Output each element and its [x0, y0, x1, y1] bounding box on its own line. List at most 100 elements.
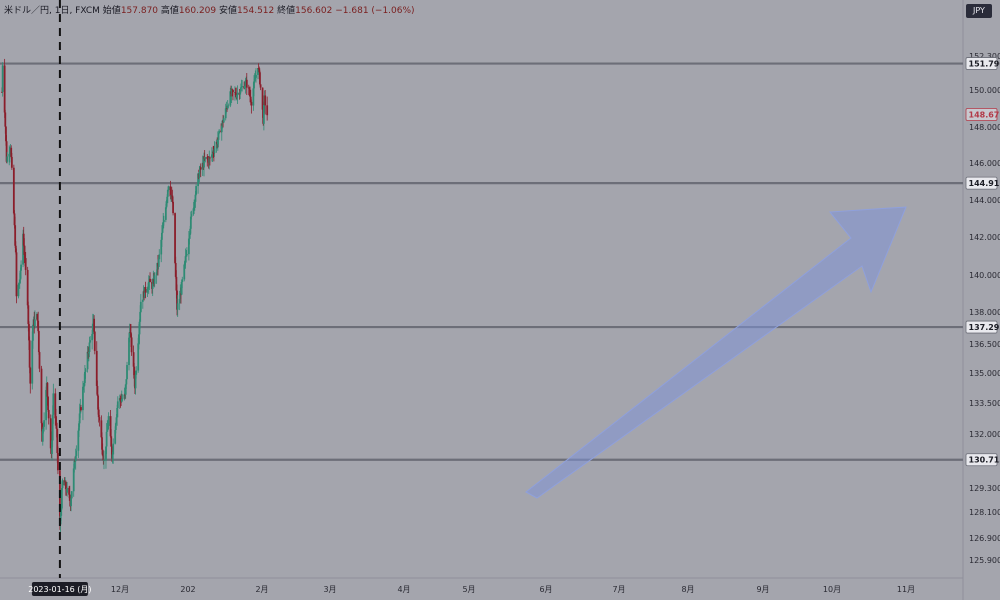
candle-body: [138, 321, 141, 335]
candle-body: [129, 332, 132, 333]
candle-body: [211, 152, 214, 155]
candle-body: [137, 343, 140, 371]
currency-badge[interactable]: JPY: [966, 4, 992, 18]
candle-body: [98, 417, 101, 421]
candle-body: [18, 279, 21, 283]
level-price-label: 151.790: [969, 60, 1000, 69]
candle-body: [164, 207, 167, 220]
candle-body: [114, 423, 117, 430]
level-price-badge[interactable]: [965, 453, 998, 467]
candle-body: [100, 420, 103, 438]
candle-body: [10, 156, 13, 168]
candle-body: [38, 352, 41, 369]
candle-body: [47, 396, 49, 410]
candle-body: [29, 367, 32, 384]
candle-body: [132, 352, 135, 367]
current-price-badge[interactable]: [965, 108, 998, 121]
candle-body: [24, 258, 27, 270]
candle-body: [55, 422, 58, 429]
candle-body: [209, 157, 211, 159]
candle-body: [188, 234, 191, 239]
candle-body: [74, 455, 77, 462]
candle-body: [224, 108, 227, 119]
candle-body: [17, 284, 20, 297]
candle-body: [55, 418, 57, 423]
candle-body: [203, 158, 205, 168]
candle-body: [130, 337, 133, 353]
candle-body: [134, 374, 137, 389]
candle-body: [208, 157, 211, 163]
candle-body: [160, 232, 163, 240]
candle-body: [95, 350, 98, 386]
candle-body: [126, 365, 128, 380]
candle-body: [171, 195, 174, 202]
candle-body: [236, 92, 239, 96]
candle-body: [89, 340, 92, 343]
candle-body: [124, 384, 127, 395]
candle-body: [22, 233, 25, 246]
candle-body: [5, 126, 7, 142]
candle-body: [120, 399, 123, 402]
level-price-badge[interactable]: [965, 57, 998, 70]
candle-body: [105, 431, 108, 447]
candle-body: [49, 418, 52, 449]
candle-body: [211, 154, 213, 158]
candle-body: [31, 340, 34, 384]
candle-body: [109, 416, 112, 437]
y-axis-tick-label: 146.000: [969, 159, 1000, 168]
candle-body: [252, 88, 255, 106]
candle-body: [116, 401, 119, 409]
candle-body: [43, 420, 46, 427]
candle-body: [167, 186, 170, 191]
candle-body: [166, 196, 169, 202]
candle-body: [255, 74, 257, 78]
candle-body: [5, 141, 8, 162]
candle-body: [46, 382, 49, 397]
candle-body: [244, 81, 247, 86]
trend-arrow-drawing[interactable]: [525, 206, 907, 499]
candle-body: [192, 208, 195, 215]
candle-body: [193, 201, 196, 203]
candle-body: [37, 331, 40, 353]
y-axis-tick-label: 128.100: [969, 508, 1000, 517]
y-axis-tick-label: 133.500: [969, 399, 1000, 408]
candle-body: [1, 65, 4, 92]
candle-body: [28, 340, 31, 368]
candle-body: [110, 446, 113, 459]
candle-body: [259, 84, 262, 88]
candle-body: [130, 332, 132, 338]
candle-body: [116, 408, 119, 418]
candle-body: [174, 262, 177, 277]
candle-body: [75, 450, 78, 456]
candle-body: [18, 282, 21, 285]
candle-body: [52, 393, 55, 415]
candle-body: [172, 201, 174, 214]
candle-body: [32, 325, 34, 341]
candle-body: [153, 275, 156, 284]
candle-body: [248, 88, 251, 94]
y-axis-tick-label: 148.000: [969, 123, 1000, 132]
symbol-label: 米ドル／円, 1日, FXCM: [4, 6, 100, 16]
level-price-badge[interactable]: [965, 320, 998, 334]
candle-body: [97, 395, 99, 410]
candle-body: [250, 101, 253, 106]
candle-body: [78, 423, 80, 431]
candle-body: [37, 320, 40, 332]
low-value: 154.512: [237, 6, 275, 16]
candle-body: [190, 214, 193, 217]
candle-body: [128, 337, 130, 366]
candle-body: [8, 153, 11, 157]
level-price-badge[interactable]: [965, 176, 998, 190]
candle-body: [10, 147, 13, 157]
candle-body: [54, 393, 57, 419]
candle-body: [19, 270, 22, 280]
candle-body: [93, 318, 96, 332]
y-axis-tick-label: 135.000: [969, 369, 1000, 378]
y-axis-tick-label: 138.000: [969, 308, 1000, 317]
candle-body: [160, 239, 163, 255]
candle-body: [169, 186, 172, 197]
candle-body: [93, 331, 96, 351]
candle-body: [239, 91, 242, 95]
